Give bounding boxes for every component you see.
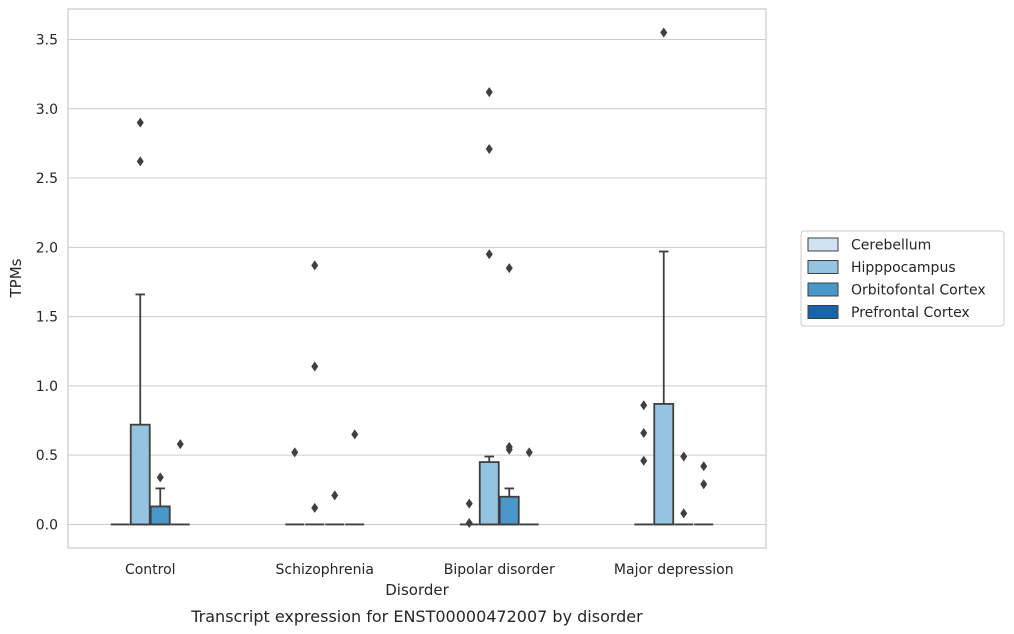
- box-outlier: [351, 429, 359, 440]
- box-outlier: [311, 502, 319, 513]
- box-outlier: [311, 361, 319, 372]
- y-tick-label: 1.0: [36, 379, 58, 395]
- plot-area-background: [68, 9, 766, 548]
- box-outlier: [136, 117, 144, 128]
- legend: Cerebellum Hipppocampus Orbitofontal Corte…: [800, 230, 1005, 327]
- legend-frame: [800, 230, 1005, 327]
- box-outlier: [485, 87, 493, 98]
- y-tick-label: 2.5: [36, 171, 58, 187]
- y-tick-label: 1.5: [36, 310, 58, 326]
- y-tick-labels: 0.0 0.5 1.0 1.5 2.0 2.5 3.0 3.5: [36, 32, 58, 533]
- box-outlier: [156, 472, 164, 483]
- box-outlier: [640, 455, 648, 466]
- legend-swatch: [807, 260, 839, 274]
- box-body: [478, 461, 500, 526]
- box-outlier: [485, 249, 493, 260]
- y-tick-label: 2.0: [36, 240, 58, 256]
- x-tick-label: Schizophrenia: [276, 562, 374, 578]
- box-outlier: [465, 498, 473, 509]
- x-axis-title: Disorder: [385, 581, 449, 599]
- box-outlier: [640, 400, 648, 411]
- box-outlier: [311, 260, 319, 271]
- y-tick-label: 3.5: [36, 32, 58, 48]
- box-outlier: [680, 508, 688, 519]
- box-body: [653, 402, 675, 526]
- y-tick-label: 0.5: [36, 448, 58, 464]
- box-outlier: [640, 427, 648, 438]
- box-2-2: [498, 263, 520, 526]
- box-0-3: [170, 439, 190, 526]
- box-0-2: [149, 472, 171, 526]
- box-outlier: [505, 263, 513, 274]
- legend-label: Cerebellum: [851, 238, 931, 254]
- x-tick-label: Bipolar disorder: [444, 562, 555, 578]
- y-tick-label: 3.0: [36, 102, 58, 118]
- y-axis-title: TPMs: [7, 258, 25, 298]
- box-3-3: [694, 461, 714, 526]
- box-outlier: [136, 156, 144, 167]
- legend-swatch: [807, 282, 839, 297]
- box-1-3: [345, 429, 365, 526]
- box-3-2: [674, 451, 694, 526]
- box-outlier: [525, 447, 533, 458]
- box-3-0: [634, 400, 654, 526]
- box-1-2: [325, 490, 345, 526]
- box-2-1: [478, 87, 500, 526]
- plot-frame: [67, 8, 767, 549]
- box-outlier: [700, 479, 708, 490]
- box-body: [129, 423, 151, 526]
- legend-swatch: [807, 305, 839, 319]
- box-1-0: [285, 447, 305, 526]
- box-outlier: [700, 461, 708, 472]
- box-3-1: [653, 27, 675, 526]
- box-groups: [110, 27, 714, 529]
- box-outlier: [465, 518, 473, 529]
- x-tick-labels: Control Schizophrenia Bipolar disorder Majo…: [125, 562, 734, 578]
- y-tick-label: 0.0: [36, 517, 58, 533]
- box-1-1: [305, 260, 325, 526]
- box-body: [149, 505, 171, 526]
- chart-caption: Transcript expression for ENST0000047200…: [190, 607, 643, 626]
- box-outlier: [505, 441, 513, 452]
- box-outlier: [680, 451, 688, 462]
- legend-label: Hipppocampus: [851, 260, 956, 276]
- legend-swatch: [807, 237, 839, 252]
- box-outlier: [291, 447, 299, 458]
- x-tick-label: Control: [125, 562, 176, 578]
- box-outlier: [331, 490, 339, 501]
- legend-label: Orbitofontal Cortex: [851, 283, 986, 299]
- box-outlier: [176, 439, 184, 450]
- x-tick-label: Major depression: [614, 562, 734, 578]
- box-0-1: [129, 117, 151, 526]
- box-outlier: [485, 143, 493, 154]
- legend-label: Prefrontal Cortex: [851, 305, 970, 321]
- box-2-0: [459, 498, 479, 529]
- box-outlier: [660, 27, 668, 38]
- box-2-3: [519, 447, 539, 526]
- box-body: [498, 495, 520, 526]
